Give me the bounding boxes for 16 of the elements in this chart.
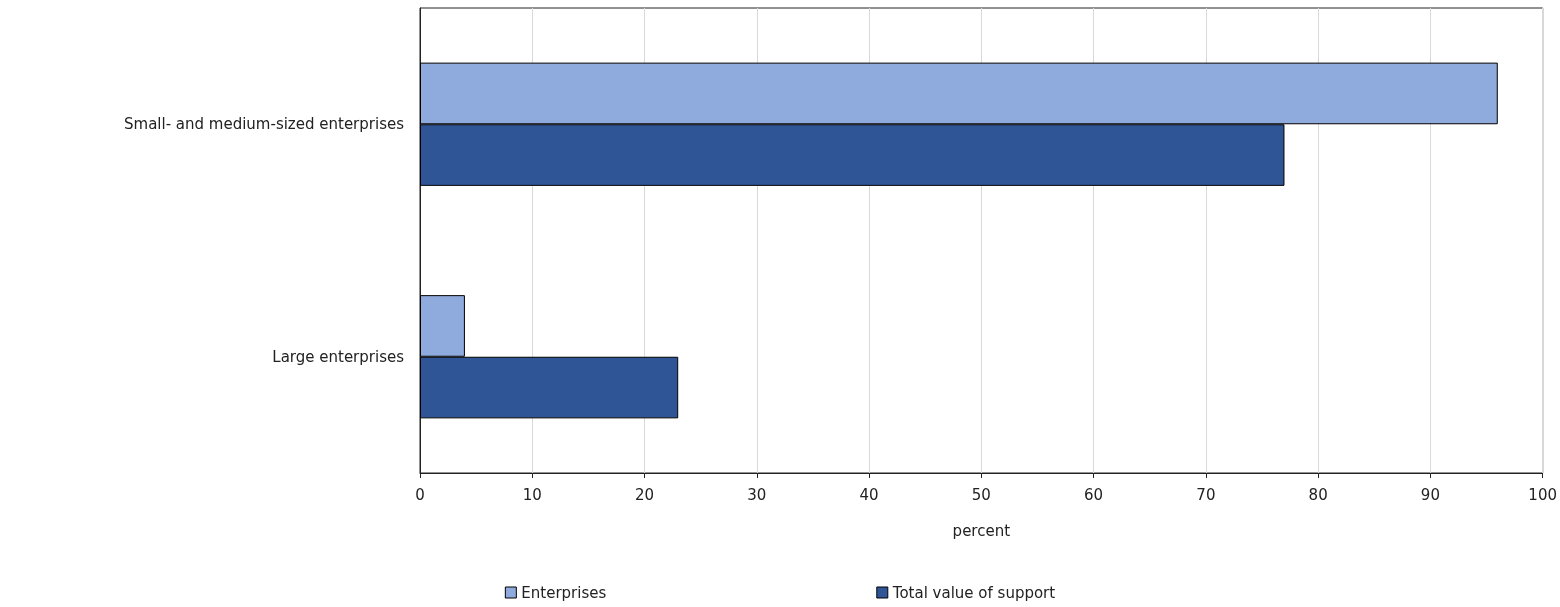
x-tick-label: 40 xyxy=(859,485,879,504)
x-tick-label: 0 xyxy=(415,485,425,504)
x-tick-label: 50 xyxy=(971,485,991,504)
y-tick-label: Small- and medium-sized enterprises xyxy=(124,115,405,134)
x-axis-title: percent xyxy=(952,521,1011,540)
y-tick-label: Large enterprises xyxy=(272,347,405,366)
x-tick-label: 70 xyxy=(1196,485,1216,504)
legend-label: Enterprises xyxy=(521,583,607,602)
x-tick-label: 90 xyxy=(1420,485,1440,504)
x-tick-label: 20 xyxy=(634,485,655,504)
x-tick-label: 100 xyxy=(1528,485,1558,504)
x-tick-label: 80 xyxy=(1308,485,1328,504)
x-tick-label: 30 xyxy=(747,485,767,504)
x-tick-label: 60 xyxy=(1084,485,1104,504)
legend-label: Total value of support xyxy=(891,583,1056,602)
x-tick-label: 10 xyxy=(522,485,542,504)
